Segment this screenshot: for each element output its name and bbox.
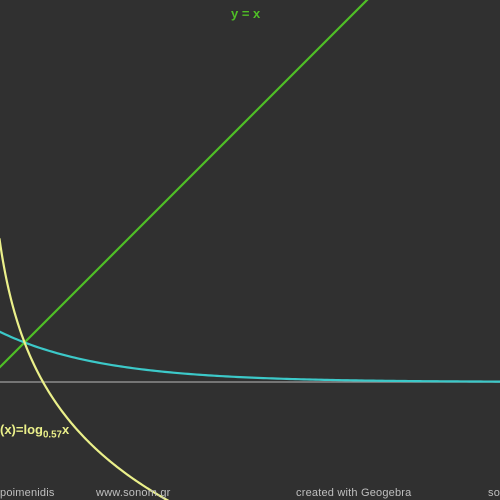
footer-text-2: created with Geogebra [296,487,412,499]
chart-canvas: y = x (x)=log0.57x poimenidiswww.sonom.g… [0,0,500,500]
footer-text-1: www.sonom.gr [96,487,171,499]
footer-bar: poimenidis www.sonom.gr created with Geoge… [0,481,500,500]
footer-text-0: poimenidis [0,487,55,499]
plot-svg [0,0,500,500]
footer-text-3: so [488,487,500,499]
